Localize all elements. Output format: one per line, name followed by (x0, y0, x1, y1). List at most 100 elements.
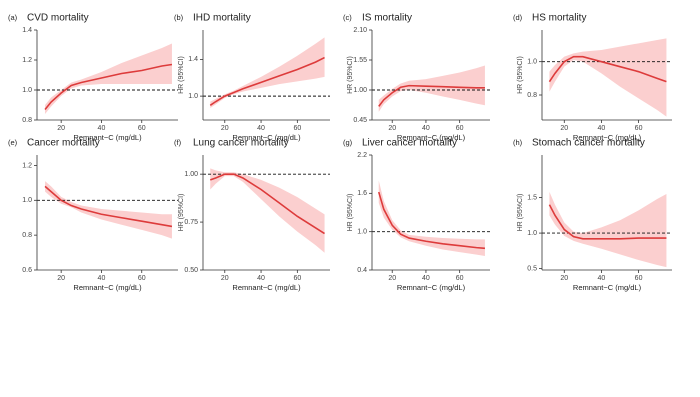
x-tick-label: 20 (57, 275, 65, 282)
y-tick-label: 1.4 (188, 56, 198, 63)
x-axis-label: Remnant−C (mg/dL) (232, 283, 301, 292)
y-tick-label: 1.0 (22, 87, 32, 94)
y-tick-label: 0.50 (184, 267, 198, 274)
x-tick-label: 60 (138, 275, 146, 282)
x-tick-label: 20 (560, 125, 568, 132)
panel-label: (h) (513, 138, 523, 147)
x-tick-label: 40 (98, 125, 106, 132)
y-tick-label: 1.00 (353, 87, 367, 94)
panel: 1.0 1.4 20 40 60 (b) IHD mortality Remnant−C (m… (174, 13, 330, 142)
x-tick-label: 40 (422, 125, 430, 132)
y-tick-label: 0.8 (527, 92, 537, 99)
y-tick-label: 1.0 (357, 229, 367, 236)
y-tick-label: 1.5 (527, 194, 537, 201)
panel-title: Cancer mortality (27, 138, 100, 149)
x-tick-label: 20 (221, 275, 229, 282)
ci-band (378, 65, 485, 112)
x-axis-label: Remnant−C (mg/dL) (73, 133, 142, 142)
y-axis-label: HR (95%CI) (517, 194, 524, 232)
panel: 0.4 1.0 1.6 2.2 20 40 60 (g) Liver cancer mortal… (343, 138, 490, 292)
y-tick-label: 0.4 (357, 267, 367, 274)
x-tick-label: 40 (257, 125, 265, 132)
y-tick-label: 2.2 (357, 152, 367, 159)
x-axis-label: Remnant−C (mg/dL) (573, 133, 642, 142)
panel-title: Stomach cancer mortality (532, 138, 645, 149)
hr-line (548, 55, 667, 83)
hr-line (44, 63, 173, 111)
x-tick-label: 40 (98, 275, 106, 282)
ci-band (45, 43, 172, 114)
panel-label: (g) (343, 138, 353, 147)
y-tick-label: 0.8 (22, 117, 32, 124)
panel: 0.8 1.0 20 40 60 (d) HS mortality Remnant−C (mg… (513, 13, 672, 142)
y-tick-label: 2.10 (353, 27, 367, 34)
hr-line (209, 173, 325, 235)
panel-title: CVD mortality (27, 13, 89, 24)
x-tick-label: 60 (635, 125, 643, 132)
panel-label: (f) (174, 138, 182, 147)
y-tick-label: 1.2 (22, 162, 32, 169)
panel-title: IHD mortality (193, 13, 251, 24)
y-tick-label: 1.55 (353, 57, 367, 64)
y-tick-label: 0.75 (184, 219, 198, 226)
panel-title: IS mortality (362, 13, 412, 24)
y-tick-label: 1.0 (22, 197, 32, 204)
ci-band (378, 180, 485, 256)
x-tick-label: 20 (388, 275, 396, 282)
x-tick-label: 40 (598, 275, 606, 282)
y-axis-label: HR (95%CI) (178, 56, 185, 94)
x-tick-label: 40 (257, 275, 265, 282)
y-tick-label: 0.6 (22, 267, 32, 274)
x-axis-label: Remnant−C (mg/dL) (73, 283, 142, 292)
y-tick-label: 0.8 (22, 232, 32, 239)
x-tick-label: 20 (388, 125, 396, 132)
x-axis-label: Remnant−C (mg/dL) (232, 133, 301, 142)
y-tick-label: 1.0 (527, 59, 537, 66)
ci-band (549, 38, 667, 117)
y-axis-label: HR (95%CI) (178, 194, 185, 232)
x-axis-label: Remnant−C (mg/dL) (397, 133, 466, 142)
x-axis-label: Remnant−C (mg/dL) (397, 283, 466, 292)
panel: 0.5 1.0 1.5 20 40 60 (h) Stomach cancer mortali… (513, 138, 672, 292)
panel-label: (c) (343, 13, 352, 22)
panel-label: (a) (8, 13, 18, 22)
panel-label: (b) (174, 13, 184, 22)
ci-band (210, 168, 325, 253)
x-tick-label: 60 (138, 125, 146, 132)
x-axis-label: Remnant−C (mg/dL) (573, 283, 642, 292)
y-axis-label: HR (95%CI) (347, 56, 354, 94)
y-tick-label: 1.0 (527, 230, 537, 237)
panel: 0.8 1.0 1.2 1.4 20 40 60 (a) CVD mortality Remnan… (8, 13, 178, 142)
y-axis-label: HR (95%CI) (347, 194, 354, 232)
y-tick-label: 0.45 (353, 117, 367, 124)
x-tick-label: 60 (293, 125, 301, 132)
panel-title: Liver cancer mortality (362, 138, 457, 149)
x-tick-label: 60 (456, 125, 464, 132)
panel: 0.6 0.8 1.0 1.2 20 40 60 (e) Cancer mortality Rem… (8, 138, 178, 292)
hr-line (378, 84, 485, 107)
y-axis-label: HR (95%CI) (517, 56, 524, 94)
x-tick-label: 60 (456, 275, 464, 282)
x-tick-label: 20 (57, 125, 65, 132)
panel: 0.50 0.75 1.00 20 40 60 (f) Lung cancer mortali… (174, 138, 330, 292)
ci-band (549, 191, 667, 268)
ci-band (45, 181, 172, 239)
y-tick-label: 1.6 (357, 190, 367, 197)
y-tick-label: 1.2 (22, 57, 32, 64)
y-tick-label: 0.5 (527, 265, 537, 272)
hr-line (548, 204, 667, 240)
panel-label: (e) (8, 138, 18, 147)
y-tick-label: 1.00 (184, 171, 198, 178)
x-tick-label: 20 (560, 275, 568, 282)
x-tick-label: 20 (221, 125, 229, 132)
ci-band (210, 37, 325, 109)
panel-title: Lung cancer mortality (193, 138, 289, 149)
panel-label: (d) (513, 13, 523, 22)
y-tick-label: 1.0 (188, 93, 198, 100)
hr-line (209, 56, 325, 106)
x-tick-label: 60 (635, 275, 643, 282)
hr-line (377, 191, 486, 250)
panel-title: HS mortality (532, 13, 586, 24)
x-tick-label: 40 (598, 125, 606, 132)
